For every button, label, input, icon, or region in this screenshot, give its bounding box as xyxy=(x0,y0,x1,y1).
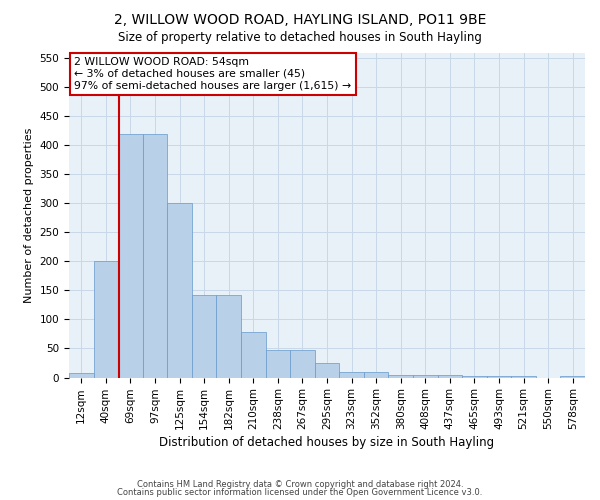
Bar xyxy=(364,372,388,378)
Bar xyxy=(388,374,413,378)
Bar xyxy=(266,350,290,378)
Text: Contains public sector information licensed under the Open Government Licence v3: Contains public sector information licen… xyxy=(118,488,482,497)
Bar xyxy=(560,376,585,378)
Bar xyxy=(339,372,364,378)
Bar xyxy=(167,204,192,378)
Text: 2 WILLOW WOOD ROAD: 54sqm
← 3% of detached houses are smaller (45)
97% of semi-d: 2 WILLOW WOOD ROAD: 54sqm ← 3% of detach… xyxy=(74,58,351,90)
Text: Size of property relative to detached houses in South Hayling: Size of property relative to detached ho… xyxy=(118,31,482,44)
Y-axis label: Number of detached properties: Number of detached properties xyxy=(24,128,34,302)
Bar xyxy=(118,134,143,378)
Bar xyxy=(241,332,266,378)
Bar xyxy=(69,373,94,378)
Text: Contains HM Land Registry data © Crown copyright and database right 2024.: Contains HM Land Registry data © Crown c… xyxy=(137,480,463,489)
Bar xyxy=(511,376,536,378)
Bar xyxy=(315,363,339,378)
Bar xyxy=(217,294,241,378)
Bar xyxy=(94,262,118,378)
X-axis label: Distribution of detached houses by size in South Hayling: Distribution of detached houses by size … xyxy=(160,436,494,450)
Bar xyxy=(462,376,487,378)
Bar xyxy=(192,294,217,378)
Text: 2, WILLOW WOOD ROAD, HAYLING ISLAND, PO11 9BE: 2, WILLOW WOOD ROAD, HAYLING ISLAND, PO1… xyxy=(114,12,486,26)
Bar xyxy=(487,376,511,378)
Bar xyxy=(143,134,167,378)
Bar xyxy=(413,374,437,378)
Bar xyxy=(290,350,315,378)
Bar xyxy=(437,374,462,378)
